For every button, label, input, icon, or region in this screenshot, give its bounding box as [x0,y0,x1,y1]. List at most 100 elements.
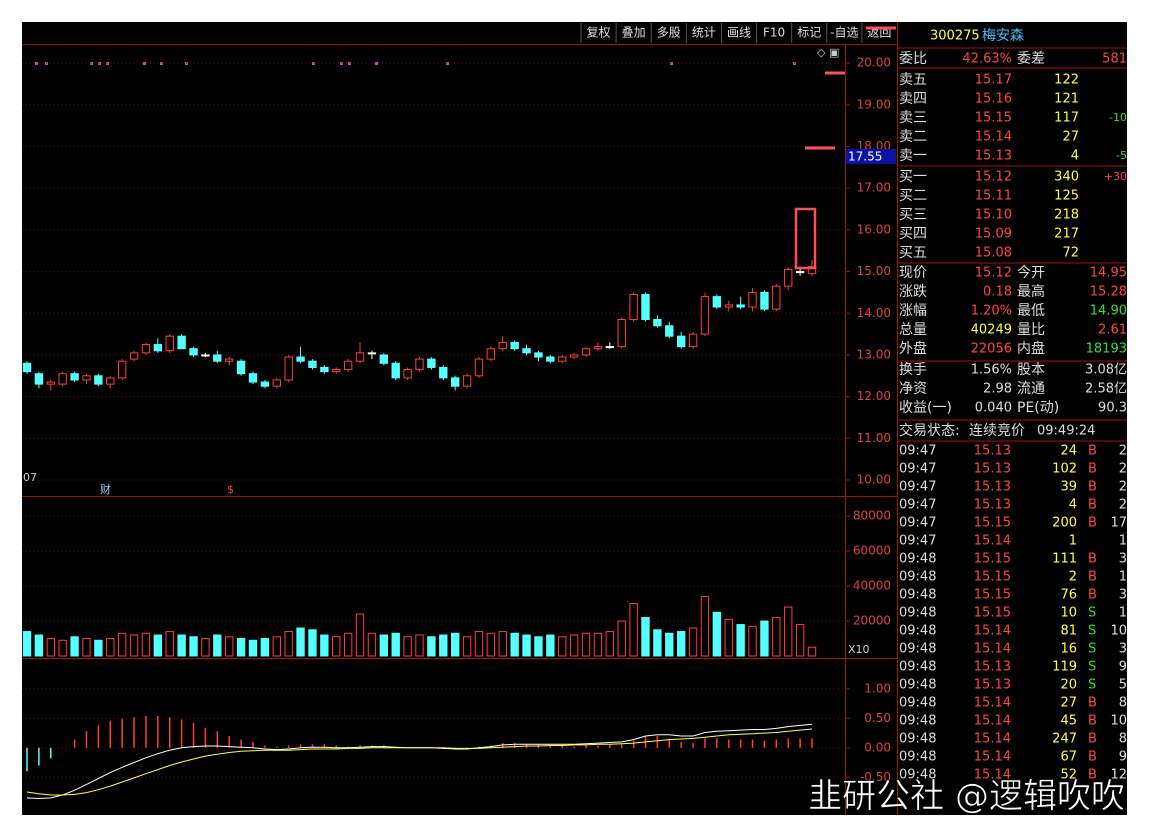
candle-body [46,381,55,385]
volume-bar [498,631,507,657]
panel-text: 15.13 [974,660,1011,675]
volume-bar [569,634,579,657]
candle-body [260,381,270,387]
panel-text: 42.63% [962,52,1012,67]
candle-body [379,354,389,364]
volume-bar [225,636,234,657]
toolbar-button[interactable]: 统计 [692,26,716,40]
signal-dot [446,62,449,65]
panel-text: 09:48 [899,696,936,711]
panel-text: 15.15 [975,111,1012,126]
signal-dot [348,62,351,65]
panel-text: B [1088,444,1097,459]
volume-bar [748,625,757,657]
volume-bar [415,634,424,657]
panel-text: 17 [1110,516,1127,531]
panel-text: S [1088,624,1096,639]
volume-bar [129,634,139,657]
panel-text: 14.95 [1090,266,1127,281]
panel-text: 卖四 [899,91,927,107]
candle-body [581,348,591,356]
y-tick-label: 0.50 [864,711,891,725]
y-tick-label: 14.00 [857,306,891,320]
panel-text: 90.3 [1098,401,1127,416]
panel-text: B [1088,714,1097,729]
volume-bar [665,632,674,657]
panel-text: 15.13 [975,149,1012,164]
candle-body [308,360,317,368]
signal-dot [312,62,315,65]
panel-text: 300275 [930,29,980,44]
volume-bar [522,634,531,657]
panel-text: 2 [1119,480,1127,495]
panel-text: 0.18 [983,285,1012,300]
volume-bar [391,632,400,657]
volume-bar [617,620,626,657]
panel-text: 20 [1060,678,1077,693]
y-tick-label: 19.00 [857,97,891,111]
panel-text: -10 [1109,111,1127,124]
panel-text: 39 [1060,480,1077,495]
candle-body [474,358,484,377]
volume-bar [34,634,44,657]
pane-icons: ◇ ▣ [817,46,839,59]
candle-body [34,373,44,385]
panel-text: S [1088,606,1096,621]
toolbar-button[interactable]: -自选 [830,26,858,40]
panel-text: 15.14 [974,750,1011,765]
toolbar-button[interactable]: F10 [763,26,785,40]
volume-bar [343,632,353,657]
signal-dot [98,62,101,65]
y-tick-label: 12.00 [857,389,891,403]
toolbar-button[interactable]: 标记 [797,26,821,40]
panel-text: 67 [1060,750,1077,765]
panel-text: B [1088,498,1097,513]
panel-text: 4 [1071,149,1079,164]
panel-text: B [1088,480,1097,495]
watermark: 韭研公社 @逻辑吹吹 [808,777,1125,817]
candle-body [22,362,32,373]
panel-text: 09:48 [899,732,936,747]
toolbar-button[interactable]: 多股 [657,26,681,40]
panel-text: 外盘 [899,340,927,357]
candle-body [367,352,377,355]
volume-bar [510,632,519,657]
volume-bar [712,611,722,657]
volume-bar [153,634,163,657]
volume-bar [213,634,222,657]
panel-text: 15.14 [974,768,1011,783]
signal-dot [375,62,378,65]
candle-body [129,352,139,360]
toolbar-button[interactable]: 复权 [587,26,611,40]
panel-text: 111 [1052,552,1077,567]
candle-body [736,304,745,308]
volume-bar [22,631,32,657]
candle-body [807,266,817,275]
panel-text: 09:48 [899,570,936,585]
panel-text: 09:48 [899,750,936,765]
toolbar-button[interactable]: 画线 [727,26,751,40]
candle-body [748,291,757,308]
panel-text: 09:48 [899,768,936,783]
candle-body [248,373,258,383]
volume-bar [439,634,448,657]
panel-text: 2 [1069,570,1077,585]
panel-text: 2 [1119,444,1127,459]
panel-text: 15.17 [975,73,1012,88]
panel-text: 梅安森 [982,28,1024,44]
panel-text: 15.13 [974,444,1011,459]
panel-text: 收益(一) [899,400,952,416]
candle-body [165,335,174,352]
volume-bar [332,636,341,657]
marker-box [846,149,896,164]
panel-text: 122 [1054,73,1079,88]
volume-bar [558,636,567,657]
candle-body [94,375,103,385]
panel-text: 09:48 [899,624,936,639]
toolbar-button[interactable]: 叠加 [622,26,646,40]
panel-text: 15.14 [974,696,1011,711]
volume-bar [593,632,603,657]
panel-text: 10 [1060,606,1077,621]
panel-text: 委差 [1017,51,1045,67]
